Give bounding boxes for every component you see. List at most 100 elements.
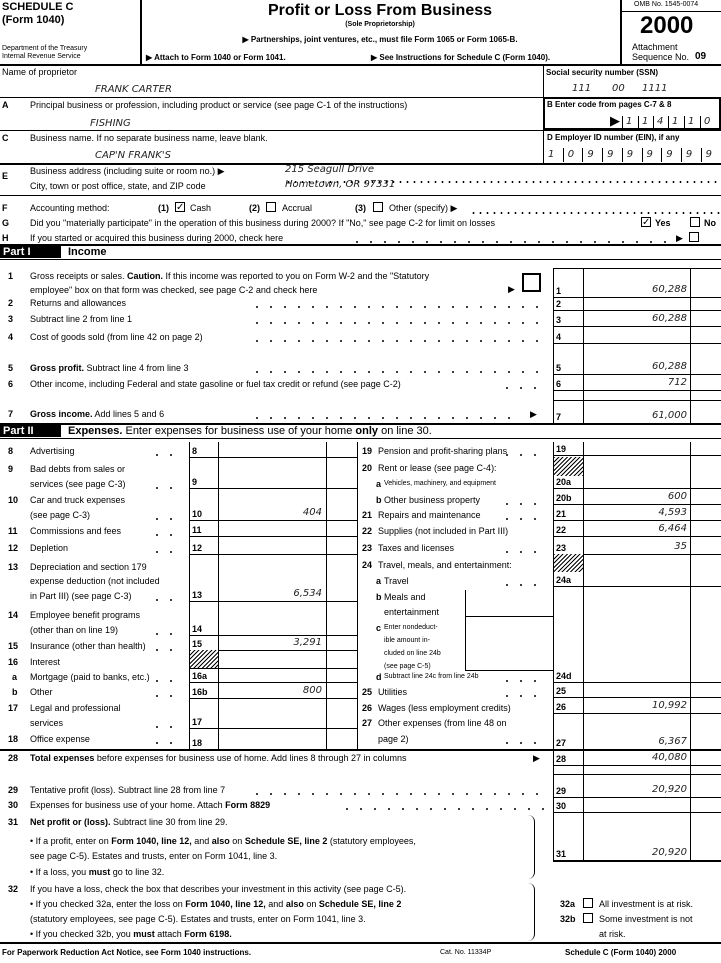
leader-dots	[470, 212, 721, 214]
yes-label: Yes	[655, 218, 671, 228]
line31-num: 31	[8, 817, 19, 827]
business-code-digit[interactable]: 1	[672, 116, 679, 127]
business-city[interactable]: Hometown, OR 97331	[285, 179, 396, 190]
ein-digit[interactable]: 9	[646, 149, 653, 160]
line-b-label: B Enter code from pages C-7 & 8	[547, 100, 672, 109]
line1-text: Gross receipts or sales. Caution. If thi…	[30, 270, 429, 282]
cash-checkbox[interactable]: ✓	[175, 202, 185, 213]
expense-amount[interactable]: 800	[302, 685, 322, 696]
bold-text: Form 6198.	[184, 929, 232, 939]
l5-amount[interactable]: 60,288	[652, 361, 687, 372]
leader-dots	[150, 534, 183, 536]
business-code-digit[interactable]: 1	[642, 116, 649, 127]
leader-dots	[250, 371, 545, 373]
text: on	[229, 836, 245, 846]
paperwork-notice: For Paperwork Reduction Act Notice, see …	[2, 948, 252, 957]
text: Enter expenses for business use of your …	[122, 425, 356, 437]
ssn-part2[interactable]: 00	[612, 83, 625, 94]
rule	[700, 148, 702, 162]
expense-box-number: 10	[192, 509, 203, 519]
ein-digit[interactable]: 9	[685, 149, 693, 160]
bold-text: Expenses.	[68, 425, 123, 437]
business-code-box	[543, 97, 721, 130]
expense-amount[interactable]: 4,593	[658, 507, 687, 518]
l5-number: 5	[556, 363, 562, 373]
expense-amount[interactable]: 6,464	[658, 523, 687, 534]
statutory-employee-checkbox[interactable]	[522, 273, 541, 292]
expense-amount[interactable]: 6,534	[293, 588, 322, 599]
rule	[465, 616, 553, 617]
expense-line-num: a	[376, 479, 382, 489]
expense-box-number: 15	[192, 639, 203, 649]
l3-amount[interactable]: 60,288	[652, 313, 687, 324]
ssn-part3[interactable]: 1111	[642, 83, 668, 94]
expense-line-num: 25	[362, 687, 373, 697]
rule	[0, 942, 721, 944]
expense-line-label: expense deduction (not included	[30, 576, 160, 586]
expense-amount[interactable]: 35	[674, 541, 687, 552]
l7-amount[interactable]: 61,000	[652, 410, 687, 421]
line28-amount[interactable]: 40,080	[652, 752, 687, 763]
expense-line-label: Office expense	[30, 734, 90, 744]
business-code-digit[interactable]: 0	[704, 116, 711, 127]
expense-amount[interactable]: 6,367	[658, 736, 687, 747]
ein-digit[interactable]: 9	[666, 149, 673, 160]
l6-amount[interactable]: 712	[667, 377, 687, 388]
expense-line-num: 13	[8, 562, 19, 572]
expense-line-label: Travel	[384, 576, 409, 586]
l4-text: Cost of goods sold (from line 42 on page…	[30, 332, 203, 342]
expense-line-num: 17	[8, 703, 19, 713]
opt1-num: (1)	[158, 203, 169, 213]
expense-amount[interactable]: 600	[667, 491, 687, 502]
rule	[189, 728, 357, 729]
expense-amount[interactable]: 3,291	[293, 637, 322, 648]
expense-line-num: a	[12, 672, 18, 682]
leader-dots	[500, 742, 548, 744]
expense-line-label: cluded on line 24b	[384, 650, 441, 657]
rule	[553, 797, 721, 798]
omb-number: OMB No. 1545-0074	[634, 1, 699, 8]
ein-digit[interactable]: 9	[587, 149, 594, 160]
line28-number: 28	[556, 754, 567, 764]
expense-amount[interactable]: 404	[302, 507, 322, 518]
expense-line-label: Legal and professional	[30, 703, 121, 713]
line31-amount[interactable]: 20,920	[652, 847, 687, 858]
business-address[interactable]: 215 Seagull Drive	[285, 164, 374, 175]
business-name[interactable]: CAP'N FRANK'S	[95, 150, 171, 161]
principal-business[interactable]: FISHING	[90, 118, 131, 129]
participate-no-checkbox[interactable]	[690, 217, 700, 227]
opt2-num: (2)	[249, 203, 260, 213]
business-code-digit[interactable]: 1	[688, 116, 695, 127]
accrual-checkbox[interactable]	[266, 202, 276, 212]
leader-dots	[150, 695, 183, 697]
other-method-checkbox[interactable]	[373, 202, 383, 212]
expense-amount[interactable]: 10,992	[652, 700, 687, 711]
bold-text: Form 1040, line 12,	[111, 836, 192, 846]
text: and	[191, 836, 212, 846]
sequence-label: Sequence No.	[632, 52, 690, 62]
l7-num: 7	[8, 409, 14, 419]
ein-digit[interactable]: 9	[607, 149, 614, 160]
leader-dots	[150, 518, 183, 520]
expense-line-num: 19	[362, 446, 373, 456]
all-at-risk-checkbox[interactable]	[583, 898, 593, 908]
ssn-part1[interactable]: 111	[572, 83, 592, 94]
proprietor-name[interactable]: FRANK CARTER	[95, 84, 172, 95]
ein-digit[interactable]: 1	[548, 149, 555, 160]
business-code-digit[interactable]: 1	[626, 116, 633, 127]
text: • If you checked 32a, enter the loss on	[30, 899, 186, 909]
business-code-digit[interactable]: 4	[657, 116, 664, 127]
line30-number: 30	[556, 801, 567, 811]
ein-digit[interactable]: 9	[626, 149, 634, 160]
started-business-checkbox[interactable]	[689, 232, 699, 242]
participate-yes-checkbox[interactable]: ✓	[641, 217, 651, 228]
leader-dots	[250, 306, 545, 308]
line31-loss-bullet: • If a loss, you must go to line 32.	[30, 866, 164, 878]
some-not-at-risk-checkbox[interactable]	[583, 913, 593, 923]
cash-label: Cash	[190, 203, 212, 213]
ein-digit[interactable]: 9	[705, 149, 712, 160]
rule	[582, 148, 584, 162]
ein-digit[interactable]: 0	[567, 149, 575, 160]
line29-amount[interactable]: 20,920	[652, 784, 687, 795]
line1-amount[interactable]: 60,288	[652, 284, 687, 295]
